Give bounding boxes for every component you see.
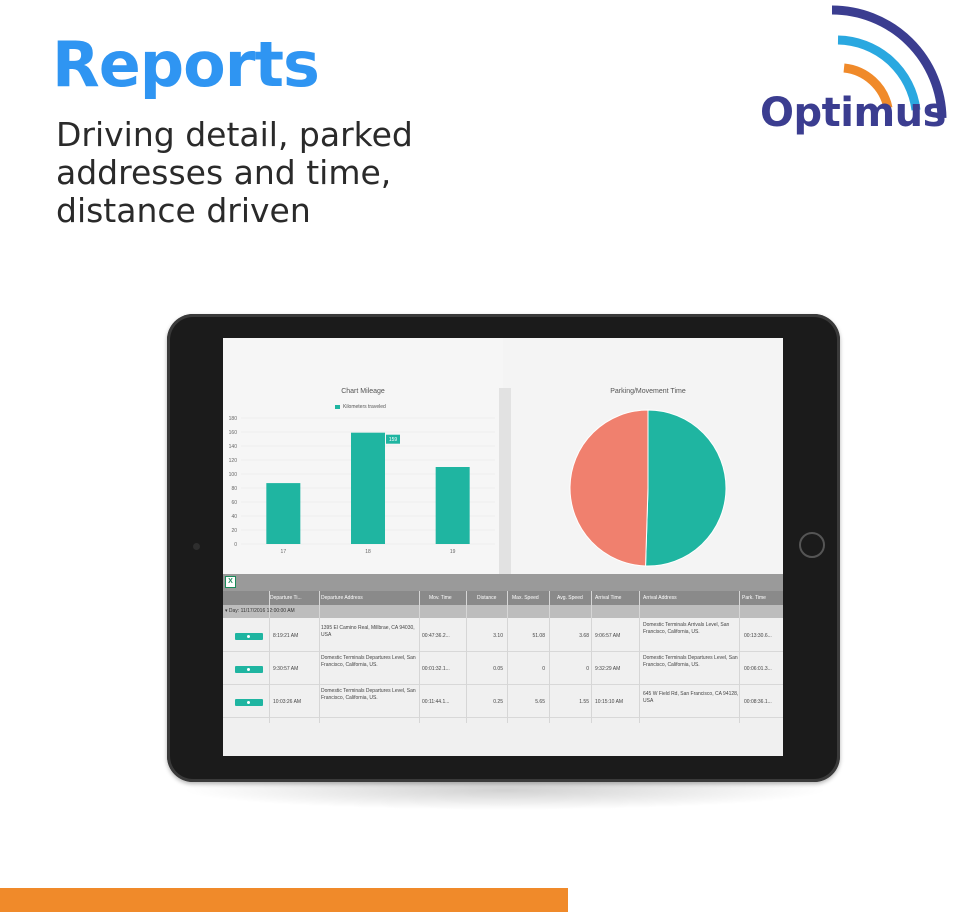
y-tick-label: 140 bbox=[229, 444, 238, 450]
group-row[interactable]: ▾ Day: 11/17/2016 12:00:00 AM bbox=[223, 605, 783, 618]
pie-slice bbox=[645, 409, 727, 567]
accent-bar bbox=[0, 888, 568, 912]
x-tick-label: 19 bbox=[450, 549, 456, 555]
table-header: Departure Ti... Departure Address Mov. T… bbox=[223, 591, 783, 605]
page-title: Reports bbox=[52, 28, 320, 101]
arrival-address: Domestic Terminals Departures Level, San… bbox=[643, 655, 738, 668]
distance: 3.10 bbox=[493, 633, 503, 639]
departure-time: 9:30:57 AM bbox=[273, 666, 299, 672]
col-max-speed[interactable]: Max. Speed bbox=[512, 595, 539, 601]
max-speed: 0 bbox=[542, 666, 545, 672]
column-divider bbox=[639, 591, 640, 723]
bar bbox=[351, 432, 385, 544]
logo-text: Optimus bbox=[760, 90, 946, 136]
mov-time: 00:11:44.1... bbox=[422, 699, 450, 705]
tablet-screen: Chart Mileage Kilometers traveled 0 20 40 6… bbox=[223, 338, 783, 756]
departure-address: 1395 El Camino Real, Millbrae, CA 94030,… bbox=[321, 625, 415, 638]
mileage-chart-panel: Chart Mileage Kilometers traveled 0 20 40 6… bbox=[223, 338, 503, 574]
optimus-logo: Optimus bbox=[752, 0, 962, 150]
mileage-chart-title: Chart Mileage bbox=[341, 388, 385, 395]
data-label: 159 bbox=[389, 437, 398, 443]
col-distance[interactable]: Distance bbox=[477, 595, 497, 601]
legend-swatch bbox=[335, 404, 340, 409]
pie-chart-title: Parking/Movement Time bbox=[610, 388, 686, 395]
col-park-time[interactable]: Park. Time bbox=[742, 595, 766, 601]
arrival-time: 9:32:29 AM bbox=[595, 666, 621, 672]
column-divider bbox=[739, 591, 740, 723]
home-button[interactable] bbox=[799, 532, 825, 558]
parking-movement-pie-chart bbox=[569, 409, 727, 567]
page-subtitle: Driving detail, parked addresses and tim… bbox=[56, 115, 413, 230]
arrival-time: 10:15:10 AM bbox=[595, 699, 624, 705]
map-pin-button[interactable] bbox=[235, 633, 263, 640]
y-tick-label: 100 bbox=[229, 472, 238, 478]
map-pin-button[interactable] bbox=[235, 699, 263, 706]
col-departure-time[interactable]: Departure Ti... bbox=[270, 595, 302, 601]
mov-time: 00:47:36.2... bbox=[422, 633, 450, 639]
column-divider bbox=[269, 591, 270, 723]
map-pin-button[interactable] bbox=[235, 666, 263, 673]
tablet-device: Chart Mileage Kilometers traveled 0 20 40 6… bbox=[167, 314, 840, 782]
group-label: Day: 11/17/2016 12:00:00 AM bbox=[228, 608, 295, 614]
column-divider bbox=[319, 591, 320, 723]
mileage-legend[interactable]: Kilometers traveled bbox=[335, 404, 386, 410]
avg-speed: 1.55 bbox=[579, 699, 589, 705]
departure-time: 8:19:21 AM bbox=[273, 633, 299, 639]
park-time: 00:13:30.6... bbox=[744, 633, 772, 639]
arrival-address: 645 W Field Rd, San Francisco, CA 94128,… bbox=[643, 691, 739, 704]
column-divider bbox=[419, 591, 420, 723]
pie-slice bbox=[569, 409, 649, 567]
mileage-bar-chart: 0 20 40 60 80 100 120 140 160 180 17 18 19 159 bbox=[229, 416, 495, 555]
y-tick-label: 40 bbox=[231, 514, 237, 520]
departure-address: Domestic Terminals Departures Level, San… bbox=[321, 655, 416, 668]
distance: 0.25 bbox=[493, 699, 503, 705]
column-divider bbox=[591, 591, 592, 723]
distance: 0.05 bbox=[493, 666, 503, 672]
table-row[interactable]: 10:03:26 AM Domestic Terminals Departure… bbox=[223, 686, 783, 718]
camera-icon bbox=[193, 543, 200, 550]
col-mov-time[interactable]: Mov. Time bbox=[429, 595, 452, 601]
col-departure-address[interactable]: Departure Address bbox=[321, 595, 363, 601]
y-tick-label: 80 bbox=[231, 486, 237, 492]
bar bbox=[435, 467, 470, 544]
arrival-address: Domestic Terminals Arrivals Level, San F… bbox=[643, 622, 730, 635]
y-tick-label: 20 bbox=[231, 528, 237, 534]
y-tick-label: 160 bbox=[229, 430, 238, 436]
x-tick-label: 17 bbox=[281, 549, 287, 555]
departure-address: Domestic Terminals Departures Level, San… bbox=[321, 688, 416, 701]
col-arrival-address[interactable]: Arrival Address bbox=[643, 595, 677, 601]
y-tick-label: 60 bbox=[231, 500, 237, 506]
data-label-box bbox=[386, 434, 400, 444]
trip-table: X Departure Ti... Departure Address Mov.… bbox=[223, 574, 783, 756]
excel-export-icon[interactable]: X bbox=[225, 576, 236, 588]
legend-label: Kilometers traveled bbox=[343, 404, 386, 410]
park-time: 00:06:01.3... bbox=[744, 666, 772, 672]
park-time: 00:08:36.1... bbox=[744, 699, 772, 705]
max-speed: 5.65 bbox=[535, 699, 545, 705]
max-speed: 51.08 bbox=[532, 633, 545, 639]
column-divider bbox=[549, 591, 550, 723]
y-tick-label: 180 bbox=[229, 416, 238, 422]
bar bbox=[266, 483, 301, 544]
chart-divider bbox=[499, 388, 511, 574]
col-arrival-time[interactable]: Arrival Time bbox=[595, 595, 622, 601]
column-divider bbox=[507, 591, 508, 723]
x-tick-label: 18 bbox=[365, 549, 371, 555]
y-tick-label: 0 bbox=[234, 542, 237, 548]
mov-time: 00:01:32.1... bbox=[422, 666, 450, 672]
avg-speed: 0 bbox=[586, 666, 589, 672]
table-row[interactable]: 8:19:21 AM 1395 El Camino Real, Millbrae… bbox=[223, 620, 783, 652]
arrival-time: 9:06:57 AM bbox=[595, 633, 621, 639]
avg-speed: 3.68 bbox=[579, 633, 589, 639]
y-tick-label: 120 bbox=[229, 458, 238, 464]
table-row[interactable]: 9:30:57 AM Domestic Terminals Departures… bbox=[223, 653, 783, 685]
column-divider bbox=[466, 591, 467, 723]
table-toolbar: X bbox=[223, 574, 783, 591]
departure-time: 10:03:26 AM bbox=[273, 699, 302, 705]
col-avg-speed[interactable]: Avg. Speed bbox=[557, 595, 583, 601]
signal-arcs-icon bbox=[831, 5, 947, 119]
